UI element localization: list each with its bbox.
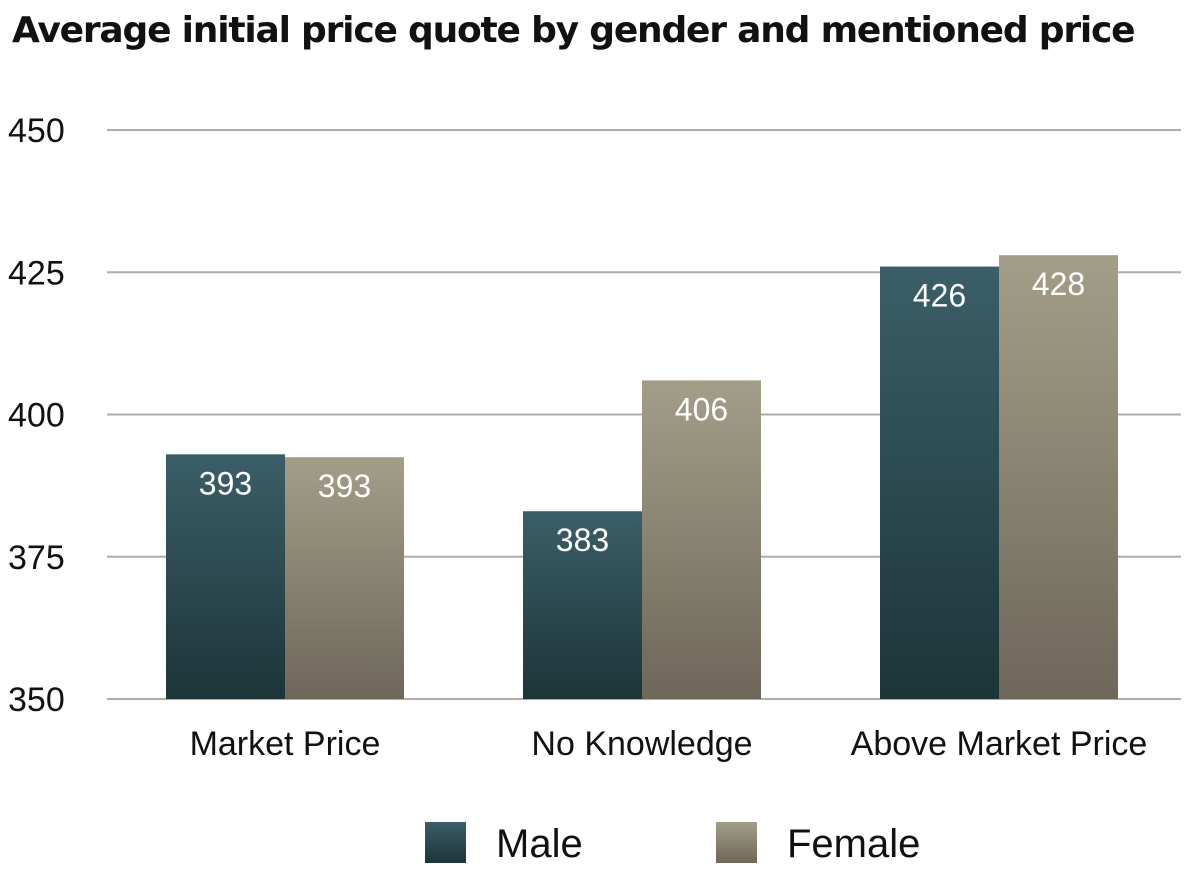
legend-swatch-female <box>716 822 757 863</box>
legend-swatch-male <box>425 822 466 863</box>
data-label: 428 <box>1032 266 1085 302</box>
bar-male-2 <box>880 266 999 699</box>
y-tick-label: 425 <box>8 254 65 292</box>
bar-female-2 <box>999 255 1118 699</box>
bar-female-1 <box>642 380 761 699</box>
data-labels: 393 393 383 406 426 428 <box>199 266 1085 558</box>
bar-male-1 <box>523 511 642 699</box>
legend-label: Male <box>496 822 583 866</box>
data-label: 406 <box>675 391 728 427</box>
y-tick-label: 350 <box>8 681 65 719</box>
y-axis-ticks: 350 375 400 425 450 <box>8 112 65 719</box>
bars <box>166 255 1118 699</box>
y-tick-label: 400 <box>8 397 65 435</box>
bar-male-0 <box>166 454 285 699</box>
y-tick-label: 375 <box>8 539 65 577</box>
bar-female-0 <box>285 457 404 699</box>
x-category-label: No Knowledge <box>531 725 752 763</box>
x-category-label: Market Price <box>190 725 381 763</box>
data-label: 383 <box>556 522 609 558</box>
data-label: 393 <box>199 465 252 501</box>
y-tick-label: 450 <box>8 112 65 150</box>
data-label: 426 <box>913 278 966 314</box>
legend: Male Female <box>425 822 920 866</box>
chart-title: Average initial price quote by gender an… <box>12 10 1136 51</box>
legend-label: Female <box>787 822 920 866</box>
x-axis-categories: Market Price No Knowledge Above Market Pri… <box>190 725 1148 763</box>
data-label: 393 <box>318 468 371 504</box>
x-category-label: Above Market Price <box>851 725 1148 763</box>
